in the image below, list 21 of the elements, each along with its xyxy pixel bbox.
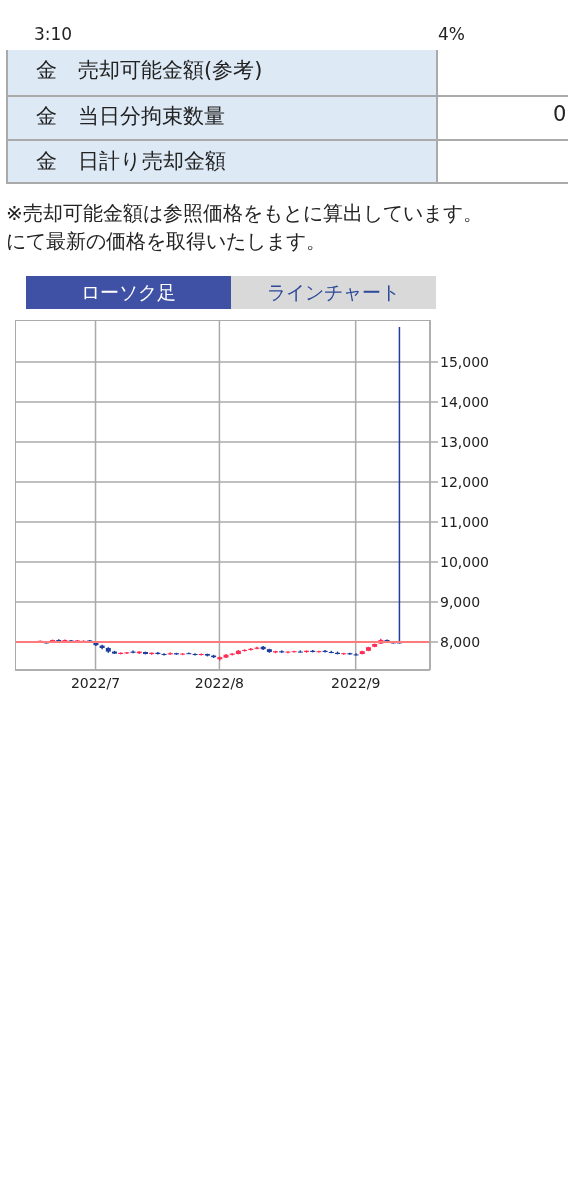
text: ローソク足: [26, 276, 231, 309]
y-tick-label: 8,000: [440, 633, 481, 650]
text: 4%: [438, 24, 465, 44]
text: 0: [553, 102, 567, 126]
text: ラインチャート: [231, 276, 436, 309]
text: 3:10: [34, 24, 73, 44]
y-tick-label: 10,000: [440, 553, 489, 570]
text: 金 日計り売却金額: [36, 148, 226, 175]
text: ※売却可能金額は参照価格をもとに算出しています。: [6, 200, 483, 227]
y-tick-label: 9,000: [440, 593, 481, 610]
text: にて最新の価格を取得いたします。: [6, 228, 326, 255]
x-tick-label: 2022/7: [70, 674, 121, 691]
x-tick-label: 2022/9: [331, 674, 381, 691]
text: 金 売却可能金額(参考): [36, 57, 263, 84]
y-tick-label: 11,000: [440, 513, 489, 530]
x-tick-label: 2022/8: [194, 674, 245, 691]
y-tick-label: 14,000: [440, 393, 489, 410]
y-tick-label: 12,000: [440, 473, 489, 490]
y-tick-label: 15,000: [440, 353, 489, 370]
text: 金 当日分拘束数量: [36, 103, 225, 130]
y-tick-label: 13,000: [440, 433, 489, 450]
